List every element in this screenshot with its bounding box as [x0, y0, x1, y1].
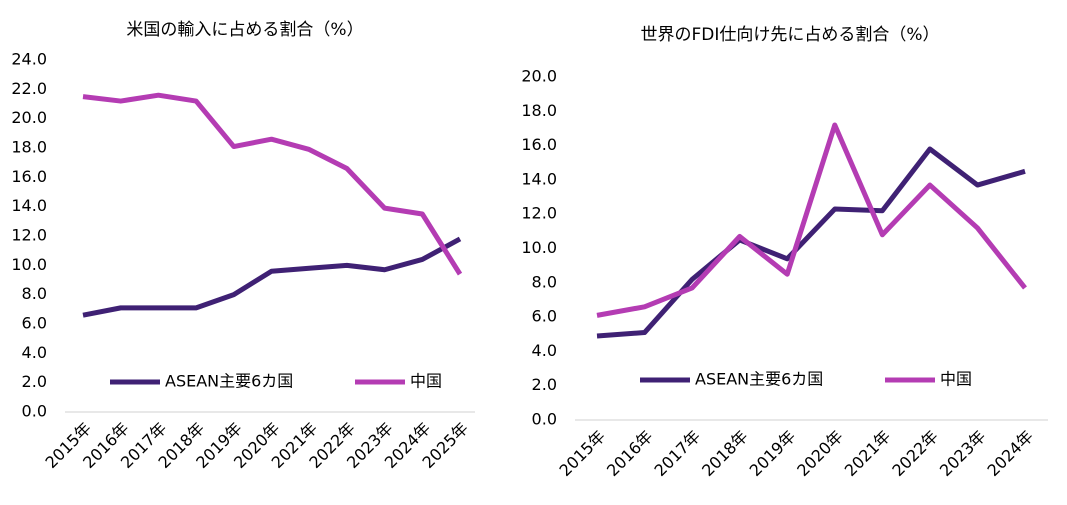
- y-tick-label: 6.0: [22, 314, 47, 333]
- x-tick-label: 2017年: [651, 427, 705, 481]
- series-line: [82, 92, 463, 276]
- y-tick-label: 22.0: [11, 79, 47, 98]
- x-tick-label: 2015年: [555, 427, 609, 481]
- x-tick-label: 2019年: [746, 427, 800, 481]
- y-tick-label: 14.0: [11, 196, 47, 215]
- y-tick-label: 12.0: [521, 204, 557, 223]
- legend-label: 中国: [940, 370, 972, 389]
- y-tick-label: 20.0: [11, 108, 47, 127]
- series-line: [82, 236, 462, 318]
- series-line: [596, 122, 1027, 318]
- y-tick-label: 4.0: [22, 343, 47, 362]
- x-tick-label: 2021年: [841, 427, 895, 481]
- y-tick-label: 24.0: [11, 50, 47, 69]
- x-tick-label: 2018年: [698, 427, 752, 481]
- y-tick-label: 2.0: [532, 375, 557, 394]
- y-tick-label: 10.0: [11, 255, 47, 274]
- y-tick-label: 6.0: [532, 307, 557, 326]
- y-tick-label: 18.0: [11, 138, 47, 157]
- series-line: [596, 146, 1026, 339]
- y-tick-label: 20.0: [521, 67, 557, 86]
- y-tick-label: 8.0: [532, 272, 557, 291]
- legend-label: ASEAN主要6カ国: [165, 372, 293, 391]
- chart-title: 米国の輸入に占める割合（%）: [126, 20, 363, 40]
- y-tick-label: 4.0: [532, 341, 557, 360]
- y-tick-label: 16.0: [521, 135, 557, 154]
- y-tick-label: 2.0: [22, 372, 47, 391]
- chart-title: 世界のFDI仕向け先に占める割合（%）: [640, 25, 939, 45]
- y-tick-label: 8.0: [22, 284, 47, 303]
- x-tick-label: 2024年: [983, 427, 1037, 481]
- y-tick-label: 14.0: [521, 169, 557, 188]
- y-tick-label: 12.0: [11, 226, 47, 245]
- y-tick-label: 0.0: [22, 402, 47, 421]
- y-tick-label: 10.0: [521, 238, 557, 257]
- x-tick-label: 2020年: [793, 427, 847, 481]
- y-tick-label: 16.0: [11, 167, 47, 186]
- x-tick-label: 2016年: [603, 427, 657, 481]
- y-tick-label: 18.0: [521, 101, 557, 120]
- legend-label: ASEAN主要6カ国: [695, 370, 823, 389]
- x-tick-label: 2022年: [888, 427, 942, 481]
- x-tick-label: 2023年: [936, 427, 990, 481]
- legend-label: 中国: [410, 372, 442, 391]
- y-tick-label: 0.0: [532, 410, 557, 429]
